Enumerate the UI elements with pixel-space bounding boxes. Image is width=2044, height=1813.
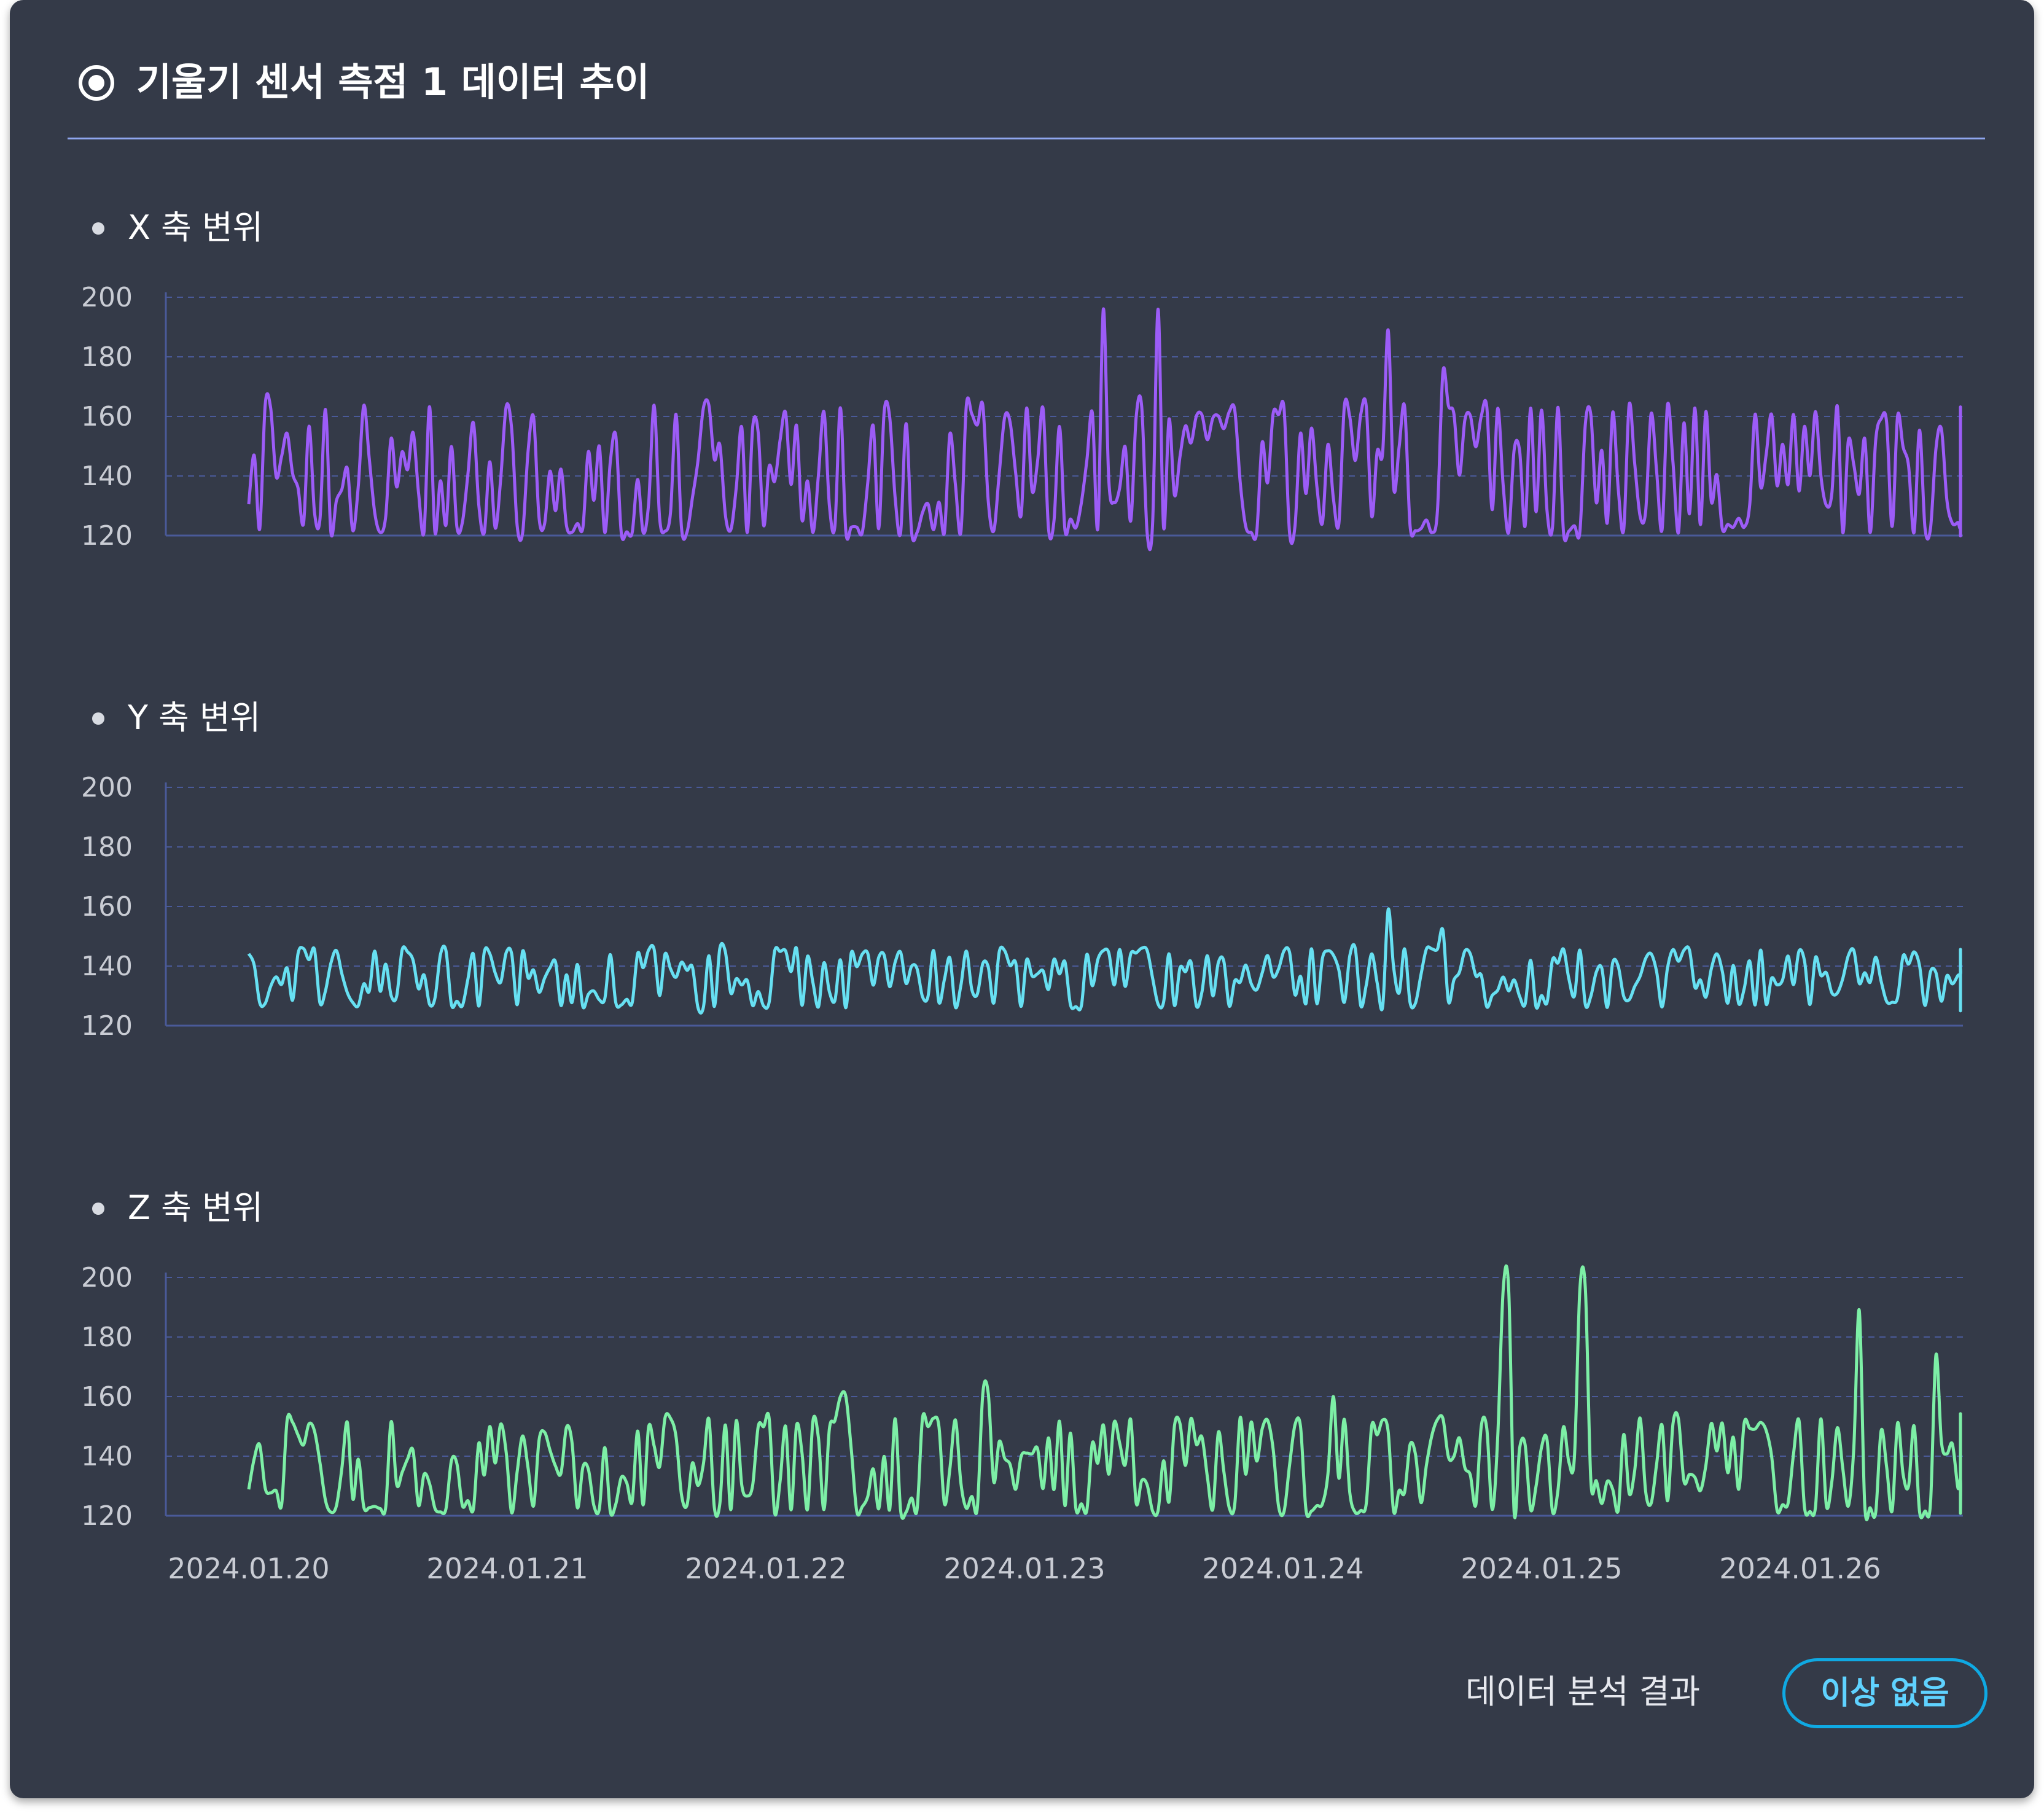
panel-header: 기울기 센서 측점 1 데이터 추이	[68, 39, 1985, 139]
chart-0-y-tick-label: 120	[81, 520, 133, 552]
chart-x-tick-label: 2024.01.21	[426, 1552, 588, 1585]
y-section-label: Y 축 변위	[128, 698, 261, 737]
chart-0-y-tick-label: 200	[81, 282, 133, 313]
chart-x-tick-label: 2024.01.25	[1461, 1552, 1622, 1585]
z-section-label: Z 축 변위	[128, 1188, 263, 1227]
analysis-result-label: 데이터 분석 결과	[1465, 1672, 1701, 1711]
chart-0-y-tick-label: 180	[81, 341, 133, 373]
chart-x-tick-label: 2024.01.20	[168, 1552, 329, 1585]
chart-x-tick-label: 2024.01.22	[685, 1552, 846, 1585]
x-section-label: X 축 변위	[128, 208, 263, 247]
radio-target-icon	[79, 65, 114, 101]
chart-1-y-tick-label: 160	[81, 891, 133, 922]
chart-2-y-tick-label: 160	[81, 1381, 133, 1413]
sensor-trend-panel: 기울기 센서 측점 1 데이터 추이	[10, 0, 2034, 1798]
y-section-bullet-icon	[92, 712, 104, 725]
chart-1-y-tick-label: 180	[81, 832, 133, 863]
chart-2-y-tick-label: 180	[81, 1322, 133, 1353]
chart-2-series-line	[247, 1264, 1962, 1522]
chart-0-y-tick-label: 140	[81, 461, 133, 492]
z-section-bullet-icon	[92, 1203, 104, 1215]
chart-0-y-tick-label: 160	[81, 401, 133, 432]
x-section-bullet-icon	[92, 222, 104, 235]
chart-2-y-tick-label: 120	[81, 1500, 133, 1532]
chart-x-tick-label: 2024.01.26	[1719, 1552, 1881, 1585]
chart-1-y-tick-label: 200	[81, 772, 133, 803]
analysis-result-badge[interactable]: 이상 없음	[1782, 1658, 1987, 1728]
chart-x-tick-label: 2024.01.23	[943, 1552, 1105, 1585]
chart-2-y-tick-label: 140	[81, 1441, 133, 1472]
chart-0-series-line	[247, 307, 1962, 552]
chart-1-y-tick-label: 140	[81, 951, 133, 982]
chart-1-series-line	[247, 907, 1962, 1015]
chart-2-y-tick-label: 200	[81, 1262, 133, 1293]
chart-1-y-tick-label: 120	[81, 1010, 133, 1042]
chart-x-tick-label: 2024.01.24	[1202, 1552, 1363, 1585]
page-title: 기울기 센서 측점 1 데이터 추이	[136, 60, 650, 104]
